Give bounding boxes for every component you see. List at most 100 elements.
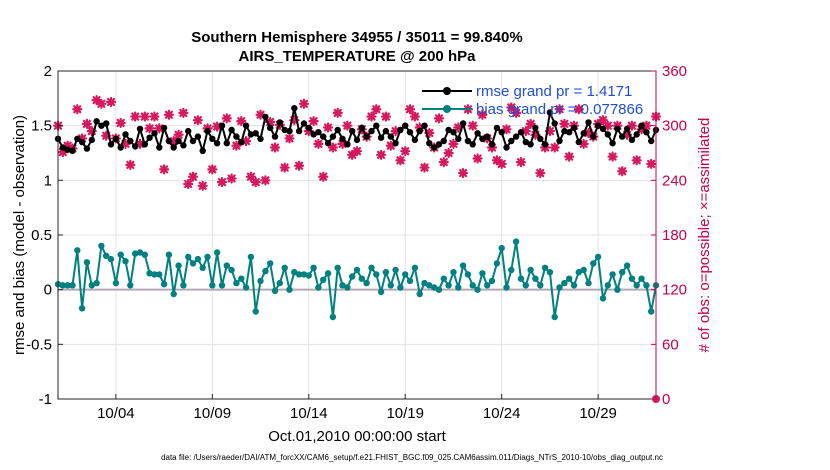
- rmse-point: [590, 133, 597, 140]
- count-marker: [559, 118, 570, 129]
- bias-point: [556, 284, 563, 291]
- rmse-point: [194, 133, 202, 140]
- bias-point: [151, 271, 158, 278]
- rmse-point: [64, 146, 71, 153]
- rmse-point: [522, 138, 529, 146]
- count-marker: [371, 104, 382, 115]
- bias-point: [320, 276, 327, 283]
- rmse-point: [570, 124, 578, 132]
- bias-point: [209, 282, 216, 289]
- count-marker: [231, 140, 242, 151]
- rmse-point: [527, 141, 534, 148]
- rmse-point: [373, 122, 380, 129]
- y-tick-label-right: 120: [662, 282, 687, 299]
- bias-point: [479, 270, 486, 277]
- rmse-point: [242, 122, 250, 129]
- count-marker: [313, 138, 324, 149]
- count-marker: [646, 158, 657, 170]
- bias-point: [329, 313, 337, 321]
- count-marker: [115, 117, 126, 129]
- chart-subtitle: AIRS_TEMPERATURE @ 200 hPa: [239, 48, 477, 65]
- count-marker: [134, 138, 146, 149]
- rmse-point: [484, 133, 491, 140]
- count-marker: [467, 120, 478, 131]
- count-marker: [154, 123, 165, 134]
- bias-point: [132, 250, 139, 257]
- bias-point: [585, 279, 592, 287]
- count-marker: [554, 104, 565, 115]
- rmse-point: [561, 127, 568, 135]
- rmse-point: [112, 135, 120, 142]
- rmse-point: [566, 129, 573, 136]
- bias-point: [488, 277, 496, 285]
- bias-point: [435, 286, 443, 293]
- count-marker: [433, 113, 445, 124]
- chart-title: Southern Hemisphere 34955 / 35011 = 99.8…: [191, 29, 522, 46]
- rmse-point: [445, 126, 452, 134]
- legend-bias-marker: [443, 105, 451, 113]
- count-marker: [101, 130, 112, 141]
- bias-point: [614, 286, 621, 293]
- bias-point: [127, 282, 134, 289]
- rmse-point: [74, 135, 81, 142]
- count-marker: [597, 115, 609, 126]
- count-marker: [443, 147, 454, 159]
- bias-point: [189, 260, 197, 267]
- bias-point: [382, 269, 390, 276]
- rmse-point: [498, 129, 505, 136]
- y-tick-label-right: 0: [662, 391, 670, 408]
- rmse-point: [363, 133, 370, 140]
- count-marker: [477, 109, 488, 120]
- x-tick-label: 10/09: [194, 405, 232, 422]
- count-marker: [139, 111, 150, 122]
- bias-point: [623, 262, 631, 269]
- bias-point: [160, 281, 168, 288]
- bias-point: [83, 259, 91, 266]
- count-marker: [72, 104, 83, 115]
- count-marker: [212, 121, 223, 132]
- bias-point: [609, 271, 616, 278]
- bias-point: [88, 282, 96, 289]
- bias-point: [98, 242, 105, 250]
- count-marker: [351, 146, 363, 157]
- count-marker: [120, 138, 131, 149]
- y-tick-label-right: 60: [662, 336, 679, 353]
- count-marker: [163, 109, 175, 120]
- bias-point: [107, 255, 115, 263]
- bias-point: [373, 271, 380, 278]
- count-marker: [197, 180, 208, 191]
- bias-point: [411, 264, 419, 271]
- bias-point: [136, 249, 144, 256]
- bias-point: [455, 284, 462, 291]
- bias-point: [170, 290, 177, 298]
- rmse-point: [165, 137, 173, 145]
- bias-point: [619, 269, 626, 276]
- bias-point: [281, 264, 288, 271]
- count-marker: [337, 138, 348, 149]
- bias-point: [262, 267, 269, 275]
- rmse-point: [599, 125, 607, 133]
- rmse-point: [411, 136, 419, 144]
- count-marker: [486, 142, 498, 153]
- bias-point: [291, 269, 298, 276]
- rmse-point: [199, 147, 206, 154]
- count-marker: [457, 167, 469, 179]
- rmse-point: [228, 126, 235, 134]
- count-marker: [612, 120, 623, 131]
- y-tick-label-right: 180: [662, 227, 687, 244]
- count-marker: [419, 162, 430, 173]
- count-marker: [226, 173, 237, 184]
- count-marker: [57, 146, 68, 158]
- count-marker: [380, 111, 392, 122]
- bias-point: [141, 251, 148, 258]
- bias-point: [156, 271, 163, 278]
- bias-point: [59, 282, 66, 289]
- rmse-point: [358, 124, 365, 132]
- bias-point: [310, 264, 317, 271]
- bias-point: [117, 251, 124, 258]
- rmse-point: [633, 131, 640, 138]
- count-marker: [221, 113, 232, 124]
- series-layer: [52, 95, 662, 403]
- count-marker: [318, 171, 329, 182]
